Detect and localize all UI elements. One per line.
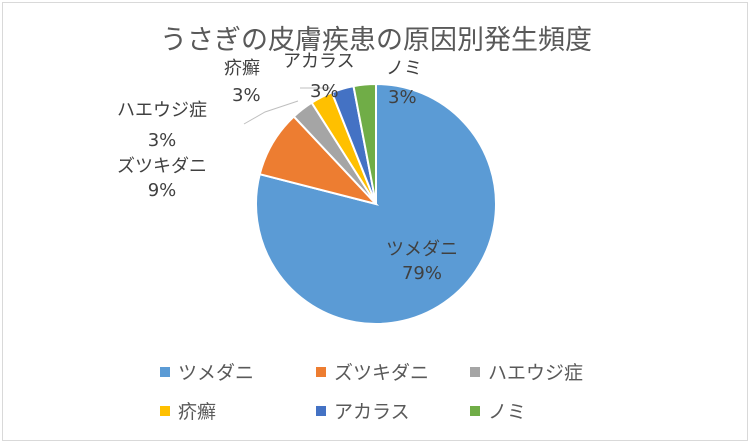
data-label-percent: 3% [388, 87, 417, 108]
data-label-haeujisho: ハエウジ症 3% [117, 99, 207, 153]
legend-item-zutsukidani: ズツキダニ [316, 358, 429, 385]
legend-label: アカラス [334, 401, 410, 423]
legend-swatch [316, 405, 326, 416]
data-label-name: アカラス [283, 51, 355, 72]
legend-swatch [160, 366, 170, 377]
legend-swatch [470, 366, 480, 377]
data-label-name: 疥癬 [224, 58, 260, 79]
data-label-name: ハエウジ症 [117, 100, 207, 121]
data-label-nomi: ノミ [386, 57, 422, 81]
legend-item-nomi: ノミ [470, 397, 526, 424]
data-label-percent: 3% [147, 130, 177, 151]
leader-line-haeujisho [243, 100, 299, 125]
legend-label: 疥癬 [178, 401, 217, 423]
data-label-name: ズツキダニ [117, 156, 207, 177]
data-label-percent: 79% [401, 263, 442, 284]
legend-item-akarasu: アカラス [316, 397, 410, 424]
legend-item-haeujisho: ハエウジ症 [470, 358, 583, 385]
data-label-nomi-percent: 3% [388, 86, 417, 110]
data-label-tsumedani: ツメダニ 79% [386, 238, 458, 286]
data-label-kaisen: 疥癬 [224, 57, 260, 81]
legend-swatch [316, 366, 326, 377]
legend-swatch [470, 405, 480, 416]
legend-label: ツメダニ [178, 362, 255, 384]
legend-item-kaisen: 疥癬 [160, 397, 216, 424]
data-label-akarasu-percent: 3% [310, 80, 339, 104]
legend-label: ノミ [488, 401, 527, 423]
legend-label: ズツキダニ [334, 362, 430, 384]
pie-slice-nomi [352, 82, 377, 205]
data-label-percent: 3% [310, 81, 339, 102]
legend-swatch [160, 405, 170, 416]
data-label-zutsukidani: ズツキダニ 9% [117, 155, 207, 203]
data-label-name: ツメダニ [386, 239, 458, 260]
chart-title: うさぎの皮膚疾患の原因別発生頻度 [160, 25, 592, 56]
data-label-name: ノミ [386, 58, 422, 79]
data-label-kaisen-percent: 3% [232, 84, 261, 108]
data-label-percent: 3% [232, 85, 261, 106]
data-label-akarasu: アカラス [283, 50, 355, 74]
data-label-percent: 9% [147, 180, 177, 201]
legend-label: ハエウジ症 [488, 362, 584, 384]
legend-item-tsumedani: ツメダニ [160, 358, 254, 385]
